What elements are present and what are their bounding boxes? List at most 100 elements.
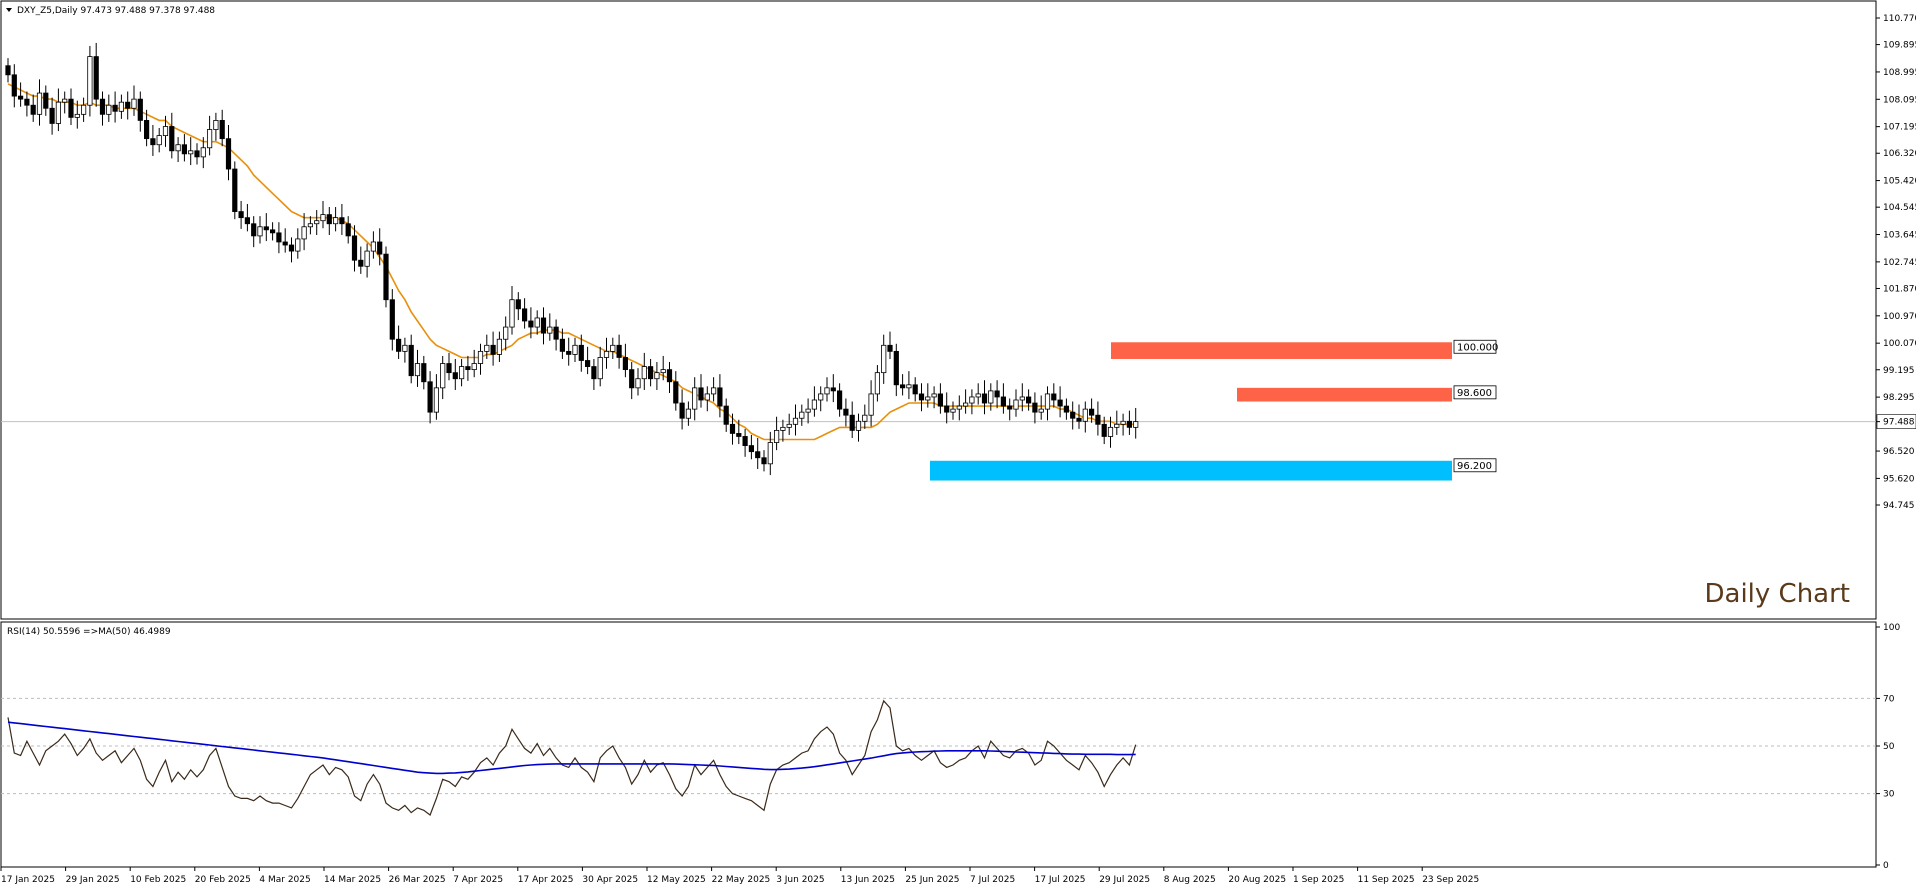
rsi-series (7, 699, 1137, 816)
candle-body (68, 98, 74, 118)
candle-body (792, 417, 799, 425)
candle-body (370, 241, 377, 252)
candle-body (755, 451, 761, 459)
candle-body (679, 402, 685, 419)
rsi-panel-frame (0, 621, 1877, 868)
candle-body (698, 387, 704, 401)
price-tick-label: 94.745 (1883, 501, 1915, 511)
candle-body (269, 229, 276, 234)
candle-body (408, 344, 414, 377)
candle-body (326, 214, 332, 225)
candle-body (849, 414, 855, 431)
price-zones: 100.000 98.600 96.200 (1, 339, 1876, 481)
candle-body (900, 384, 906, 389)
candle-body (572, 344, 578, 355)
price-tick-label: 98.295 (1883, 393, 1915, 403)
price-tick-label: 102.745 (1883, 258, 1916, 268)
rsi-ma-polyline (7, 721, 1136, 775)
candle-body (1057, 399, 1063, 407)
candle-body (1082, 408, 1088, 422)
time-tick-label: 17 Jul 2025 (1035, 875, 1086, 885)
candle-body (761, 457, 767, 465)
rsi-polyline (7, 699, 1137, 816)
candle-body (881, 344, 887, 374)
candle-body (55, 101, 62, 124)
candle-body (1063, 405, 1069, 413)
candle-body (729, 423, 736, 434)
candle-body (49, 107, 55, 124)
candle-body (805, 408, 811, 413)
candle-body (17, 95, 24, 100)
candle-body (635, 378, 641, 389)
candle-body (616, 344, 622, 358)
price-tick-label: 95.620 (1883, 474, 1915, 484)
candle-body (553, 326, 559, 340)
ma-polyline (7, 83, 1136, 441)
candle-body (358, 259, 364, 267)
candle-body (711, 387, 717, 395)
candle-body (918, 393, 925, 401)
time-tick-label: 8 Aug 2025 (1164, 875, 1216, 885)
candle-body (213, 120, 219, 130)
time-tick-label: 17 Jan 2025 (1, 875, 55, 885)
candle-body (1007, 405, 1013, 410)
candle-body (975, 393, 981, 398)
candle-body (263, 226, 269, 231)
candle-body (1089, 408, 1095, 416)
time-tick-label: 20 Aug 2025 (1228, 875, 1286, 885)
candle-body (723, 405, 729, 425)
candle-body (969, 396, 975, 404)
candle-body (1114, 423, 1120, 428)
candle-body (528, 320, 534, 328)
price-tick-label: 101.870 (1883, 284, 1916, 294)
time-tick-label: 1 Sep 2025 (1293, 875, 1344, 885)
candle-body (1013, 399, 1019, 410)
candle-body (452, 372, 458, 380)
candle-body (194, 150, 200, 158)
candle-body (389, 299, 395, 340)
time-axis: 17 Jan 2025 29 Jan 2025 10 Feb 2025 20 Feb … (0, 867, 1479, 885)
candle-body (540, 317, 547, 334)
candle-body (62, 98, 68, 103)
candle-body (578, 344, 584, 361)
candle-body (843, 408, 849, 416)
candle-body (446, 363, 452, 374)
price-tick-label: 110.770 (1883, 14, 1916, 24)
candle-body (251, 223, 257, 237)
candle-body (585, 360, 591, 367)
candle-body (458, 366, 465, 380)
candle-body (981, 393, 988, 404)
zone-label-box (1453, 339, 1497, 354)
candle-body (767, 442, 773, 465)
candle-body (1120, 420, 1126, 425)
candle-body (81, 104, 87, 115)
candle-body (395, 338, 402, 352)
candle-body (830, 387, 836, 392)
candle-body (295, 238, 301, 252)
candle-body (427, 381, 433, 413)
candle-body (603, 350, 610, 358)
zone-label-box (1453, 458, 1497, 473)
candle-body (383, 253, 389, 301)
candle-body (1107, 426, 1114, 437)
rsi-tick-label: 0 (1883, 861, 1889, 871)
candle-body (225, 138, 232, 170)
candle-body (307, 223, 314, 228)
candle-body (125, 101, 131, 109)
time-tick-label: 29 Jan 2025 (66, 875, 120, 885)
candle-body (181, 144, 187, 155)
dropdown-triangle-icon[interactable] (6, 8, 12, 12)
candle-body (868, 393, 874, 416)
candle-body (534, 317, 540, 328)
time-tick-label: 29 Jul 2025 (1099, 875, 1150, 885)
candle-body (87, 56, 93, 106)
candlesticks[interactable] (5, 42, 1139, 476)
candle-body (862, 414, 868, 422)
candle-body (200, 147, 206, 158)
candle-body (24, 98, 30, 106)
candle-body (1070, 411, 1076, 419)
candle-body (440, 363, 446, 389)
candle-body (74, 113, 80, 118)
candle-body (685, 408, 692, 419)
candle-body (1095, 414, 1101, 425)
